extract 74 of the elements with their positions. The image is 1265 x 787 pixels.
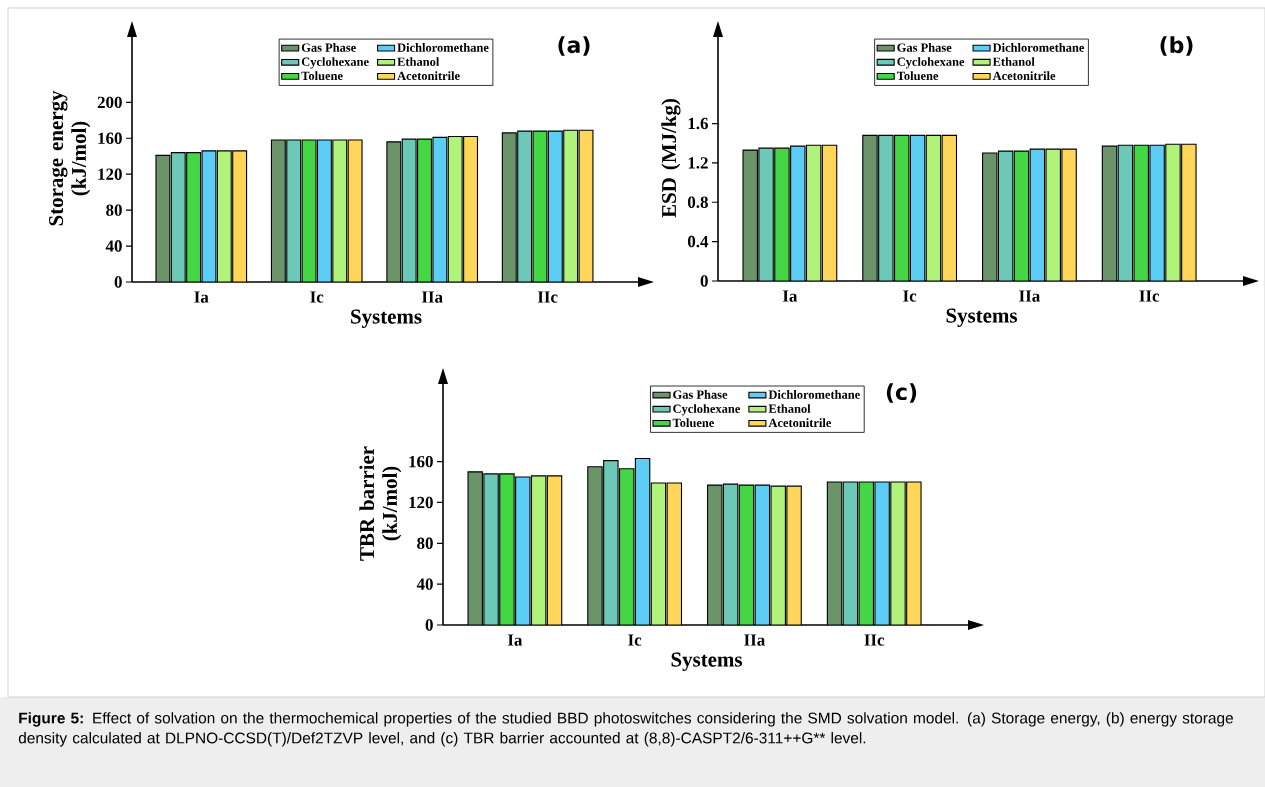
y-tick-label: 1.2 [688, 157, 708, 169]
chart-title: (c) [886, 383, 917, 403]
bar [563, 129, 579, 282]
x-axis-title: Systems [946, 308, 1018, 327]
bar [463, 135, 479, 282]
x-tick-label: IIc [1139, 290, 1160, 302]
bar [186, 152, 202, 282]
legend-label: Toluene [301, 71, 343, 81]
x-tick-label: Ia [194, 291, 209, 303]
x-tick-label: IIa [744, 634, 765, 646]
bar [890, 481, 906, 625]
chart-title: (a) [558, 36, 590, 56]
y-axis-title: Storage energy (kJ/mol) [49, 90, 91, 226]
legend-label: Cyclohexane [301, 57, 369, 69]
legend-label: Toluene [672, 418, 714, 428]
legend-label: Dichloromethane [768, 390, 860, 399]
x-tick-label: IIc [537, 291, 558, 303]
bar [603, 460, 619, 625]
x-axis-title: Systems [351, 309, 422, 328]
legend-label: Gas Phase [897, 43, 952, 52]
legend-label: Gas Phase [673, 390, 728, 399]
legend-label: Acetonitrile [992, 71, 1056, 81]
bar [286, 139, 302, 282]
bar [232, 150, 248, 282]
y-axis-title: TBR barrier (kJ/mol) [359, 446, 402, 561]
y-tick-label: 40 [105, 240, 122, 252]
y-tick-label: 120 [98, 168, 122, 180]
legend-label: Dichloromethane [397, 43, 489, 52]
y-tick-label: 1.6 [688, 117, 708, 130]
legend-label: Acetonitrile [768, 418, 832, 428]
bar [417, 138, 432, 282]
legend-label: Cyclohexane [673, 404, 741, 416]
y-tick-label: 0 [114, 276, 122, 288]
legend-label: Gas Phase [301, 43, 356, 52]
bar [517, 130, 533, 282]
x-tick-label: IIa [421, 291, 443, 303]
bar [547, 130, 563, 282]
x-tick-label: Ia [507, 634, 523, 646]
y-tick-label: 160 [409, 455, 433, 468]
legend-label: Toluene [896, 71, 939, 81]
legend-label: Acetonitrile [397, 71, 460, 81]
bar [1165, 143, 1181, 281]
x-tick-label: Ia [782, 290, 798, 302]
legend-label: Cyclohexane [897, 57, 965, 69]
x-tick-label: Ic [903, 290, 917, 302]
y-tick-label: 80 [106, 204, 122, 216]
y-tick-label: 40 [416, 578, 433, 590]
bar [587, 466, 603, 625]
bar [862, 134, 878, 281]
legend-label: Dichloromethane [992, 43, 1085, 52]
y-tick-label: 160 [98, 132, 122, 144]
y-tick-label: 0.8 [687, 196, 708, 209]
y-tick-label: 80 [417, 537, 433, 550]
legend-label: Ethanol [992, 57, 1035, 66]
y-tick-label: 200 [97, 96, 122, 109]
y-tick-label: 0 [700, 275, 708, 287]
x-axis-title: Systems [671, 652, 743, 671]
x-tick-label: Ic [310, 291, 324, 303]
bar [170, 152, 186, 282]
y-axis-title: ESD (MJ/kg) [661, 99, 681, 218]
x-tick-label: Ic [628, 634, 642, 646]
y-tick-label: 0 [425, 619, 433, 631]
text: Figure 5: Effect of solvation on the thermochemical properties of the studied BBD photoswitches considering the SMD solvation model. (a) Storage energy, (b) energy storage density calculated at DLPNO-CCSD(T)/Def2TZVP level, and (c) TBR barrier accounted at (8,8)-CASPT2/6-311++G** level. [18, 712, 1233, 747]
bar [332, 139, 348, 282]
legend-label: Ethanol [397, 57, 440, 66]
x-tick-label: IIc [864, 634, 885, 646]
legend-label: Ethanol [768, 404, 811, 413]
bar [467, 471, 483, 625]
y-tick-label: 120 [409, 496, 433, 509]
chart-title: (b) [1160, 36, 1193, 56]
bar [216, 150, 232, 282]
y-tick-label: 0.4 [687, 235, 709, 248]
bar [316, 139, 332, 282]
x-tick-label: IIa [1019, 290, 1040, 302]
